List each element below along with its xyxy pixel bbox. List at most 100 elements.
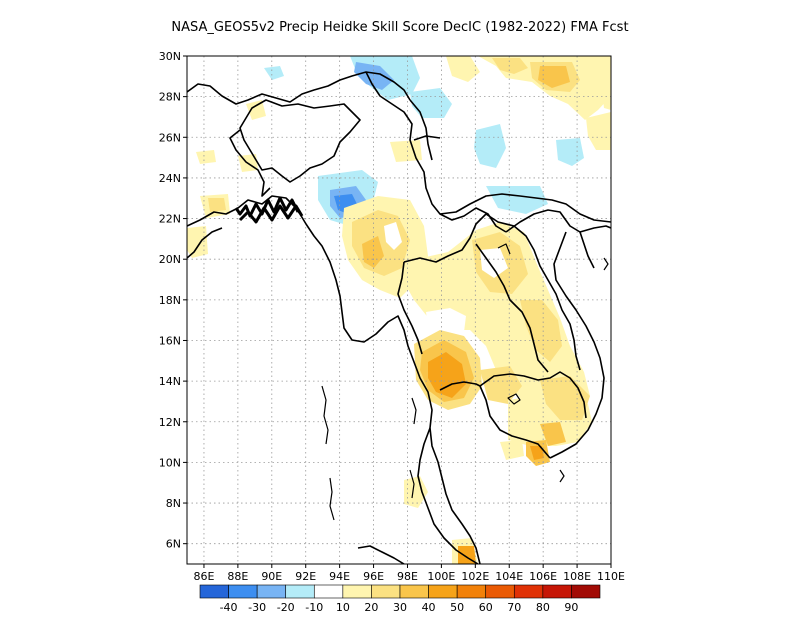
skill-region	[246, 100, 266, 120]
border-bangladesh	[229, 129, 271, 197]
lon-tick-label: 110E	[597, 570, 625, 583]
island	[411, 397, 417, 425]
coastline-india-east	[187, 227, 223, 259]
lon-tick-label: 90E	[261, 570, 282, 583]
colorbar-swatch	[199, 584, 229, 599]
colorbar-label: -30	[248, 601, 266, 614]
border-thailand-laos	[403, 213, 487, 263]
skill-region	[540, 422, 566, 446]
grid-lines	[187, 56, 611, 564]
skill-region	[404, 222, 590, 420]
andaman-islands	[329, 477, 335, 521]
colorbar-swatch	[513, 584, 544, 599]
border-myanmar-thailand	[397, 261, 423, 355]
skill-region	[474, 124, 506, 168]
skill-region	[500, 440, 524, 460]
lon-tick-label: 108E	[563, 570, 591, 583]
colorbar-label: -40	[220, 601, 238, 614]
skill-region	[530, 446, 544, 460]
colorbar-swatch	[428, 584, 458, 599]
skill-region	[196, 150, 216, 164]
island	[603, 257, 609, 271]
lat-tick-label: 22N	[159, 213, 181, 226]
colorbar-swatch	[571, 584, 601, 599]
lon-tick-label: 86E	[193, 570, 214, 583]
colorbar-label: 30	[393, 601, 407, 614]
border-thailand-east	[475, 243, 549, 373]
lon-tick-label: 92E	[295, 570, 316, 583]
lat-tick-label: 18N	[159, 294, 181, 307]
plot-frame	[186, 55, 612, 565]
skill-region	[556, 138, 584, 166]
colorbar-label: 20	[364, 601, 378, 614]
coastline-thailand-inner	[439, 381, 481, 391]
island	[507, 393, 521, 405]
skill-region	[426, 308, 466, 336]
lat-tick-label: 30N	[159, 50, 181, 63]
border-myanmar-east	[365, 71, 507, 233]
colorbar-swatch	[256, 584, 287, 599]
island	[497, 243, 511, 255]
lon-tick-label: 94E	[329, 570, 350, 583]
skill-region	[384, 222, 402, 250]
lat-tick-label: 8N	[166, 497, 181, 510]
skill-region	[362, 236, 384, 268]
coastline-malay-peninsula	[417, 427, 479, 564]
colorbar-label: 40	[422, 601, 436, 614]
coastlines-and-borders	[187, 71, 611, 564]
colorbar	[199, 584, 601, 599]
colorbar-label: 80	[536, 601, 550, 614]
coastline-vietnam-east	[549, 231, 605, 459]
colorbar-swatch	[371, 584, 401, 599]
colorbar-label: -10	[305, 601, 323, 614]
border-china-internal	[409, 99, 433, 161]
map-title: NASA_GEOS5v2 Precip Heidke Skill Score D…	[171, 20, 629, 35]
border-north	[187, 71, 411, 105]
lon-tick-label: 96E	[363, 570, 384, 583]
skill-region	[390, 140, 422, 162]
skill-region	[264, 66, 284, 80]
lat-tick-label: 28N	[159, 91, 181, 104]
lon-tick-label: 98E	[397, 570, 418, 583]
colorbar-swatch	[342, 584, 372, 599]
lat-tick-label: 6N	[166, 538, 181, 551]
coastline-gulf-of-tonkin	[579, 231, 595, 269]
colorbar-label: 70	[507, 601, 521, 614]
skill-region	[428, 352, 466, 398]
coastline-gulf-of-thailand	[479, 385, 551, 459]
colorbar-swatch	[399, 584, 429, 599]
skill-region	[538, 66, 570, 88]
lat-tick-label: 10N	[159, 456, 181, 469]
skill-region	[520, 300, 562, 362]
colorbar-swatch	[456, 584, 487, 599]
lat-tick-label: 14N	[159, 375, 181, 388]
skill-region	[492, 58, 528, 74]
colorbar-label: 90	[564, 601, 578, 614]
lat-tick-label: 26N	[159, 131, 181, 144]
border-china-internal	[413, 135, 441, 141]
colorbar-swatch	[228, 584, 258, 599]
island	[409, 469, 415, 499]
skill-region	[480, 366, 522, 404]
lon-tick-label: 100E	[427, 570, 455, 583]
sundarbans-delta	[238, 204, 304, 224]
lon-tick-label: 106E	[529, 570, 557, 583]
skill-region	[486, 186, 548, 214]
border-china-south	[439, 193, 611, 223]
colorbar-swatch	[542, 584, 572, 599]
island	[559, 469, 565, 483]
colorbar-label: 10	[336, 601, 350, 614]
colorbar-swatch	[285, 584, 315, 599]
longitude-axis: 86E 88E 90E 92E 94E 96E 98E 100E 102E 104E 106E 108…	[193, 564, 625, 583]
coastline-vietnam	[505, 209, 611, 233]
lat-tick-label: 20N	[159, 253, 181, 266]
colorbar-labels: -40 -30 -20 -10 10 20 30 40 50 60 70 80 90	[220, 601, 579, 614]
coastline-sumatra	[357, 545, 405, 564]
lon-tick-label: 102E	[461, 570, 489, 583]
colorbar-label: 50	[450, 601, 464, 614]
skill-shading	[187, 56, 611, 564]
skill-region	[187, 226, 208, 258]
skill-region	[586, 112, 611, 150]
lon-tick-label: 88E	[227, 570, 248, 583]
